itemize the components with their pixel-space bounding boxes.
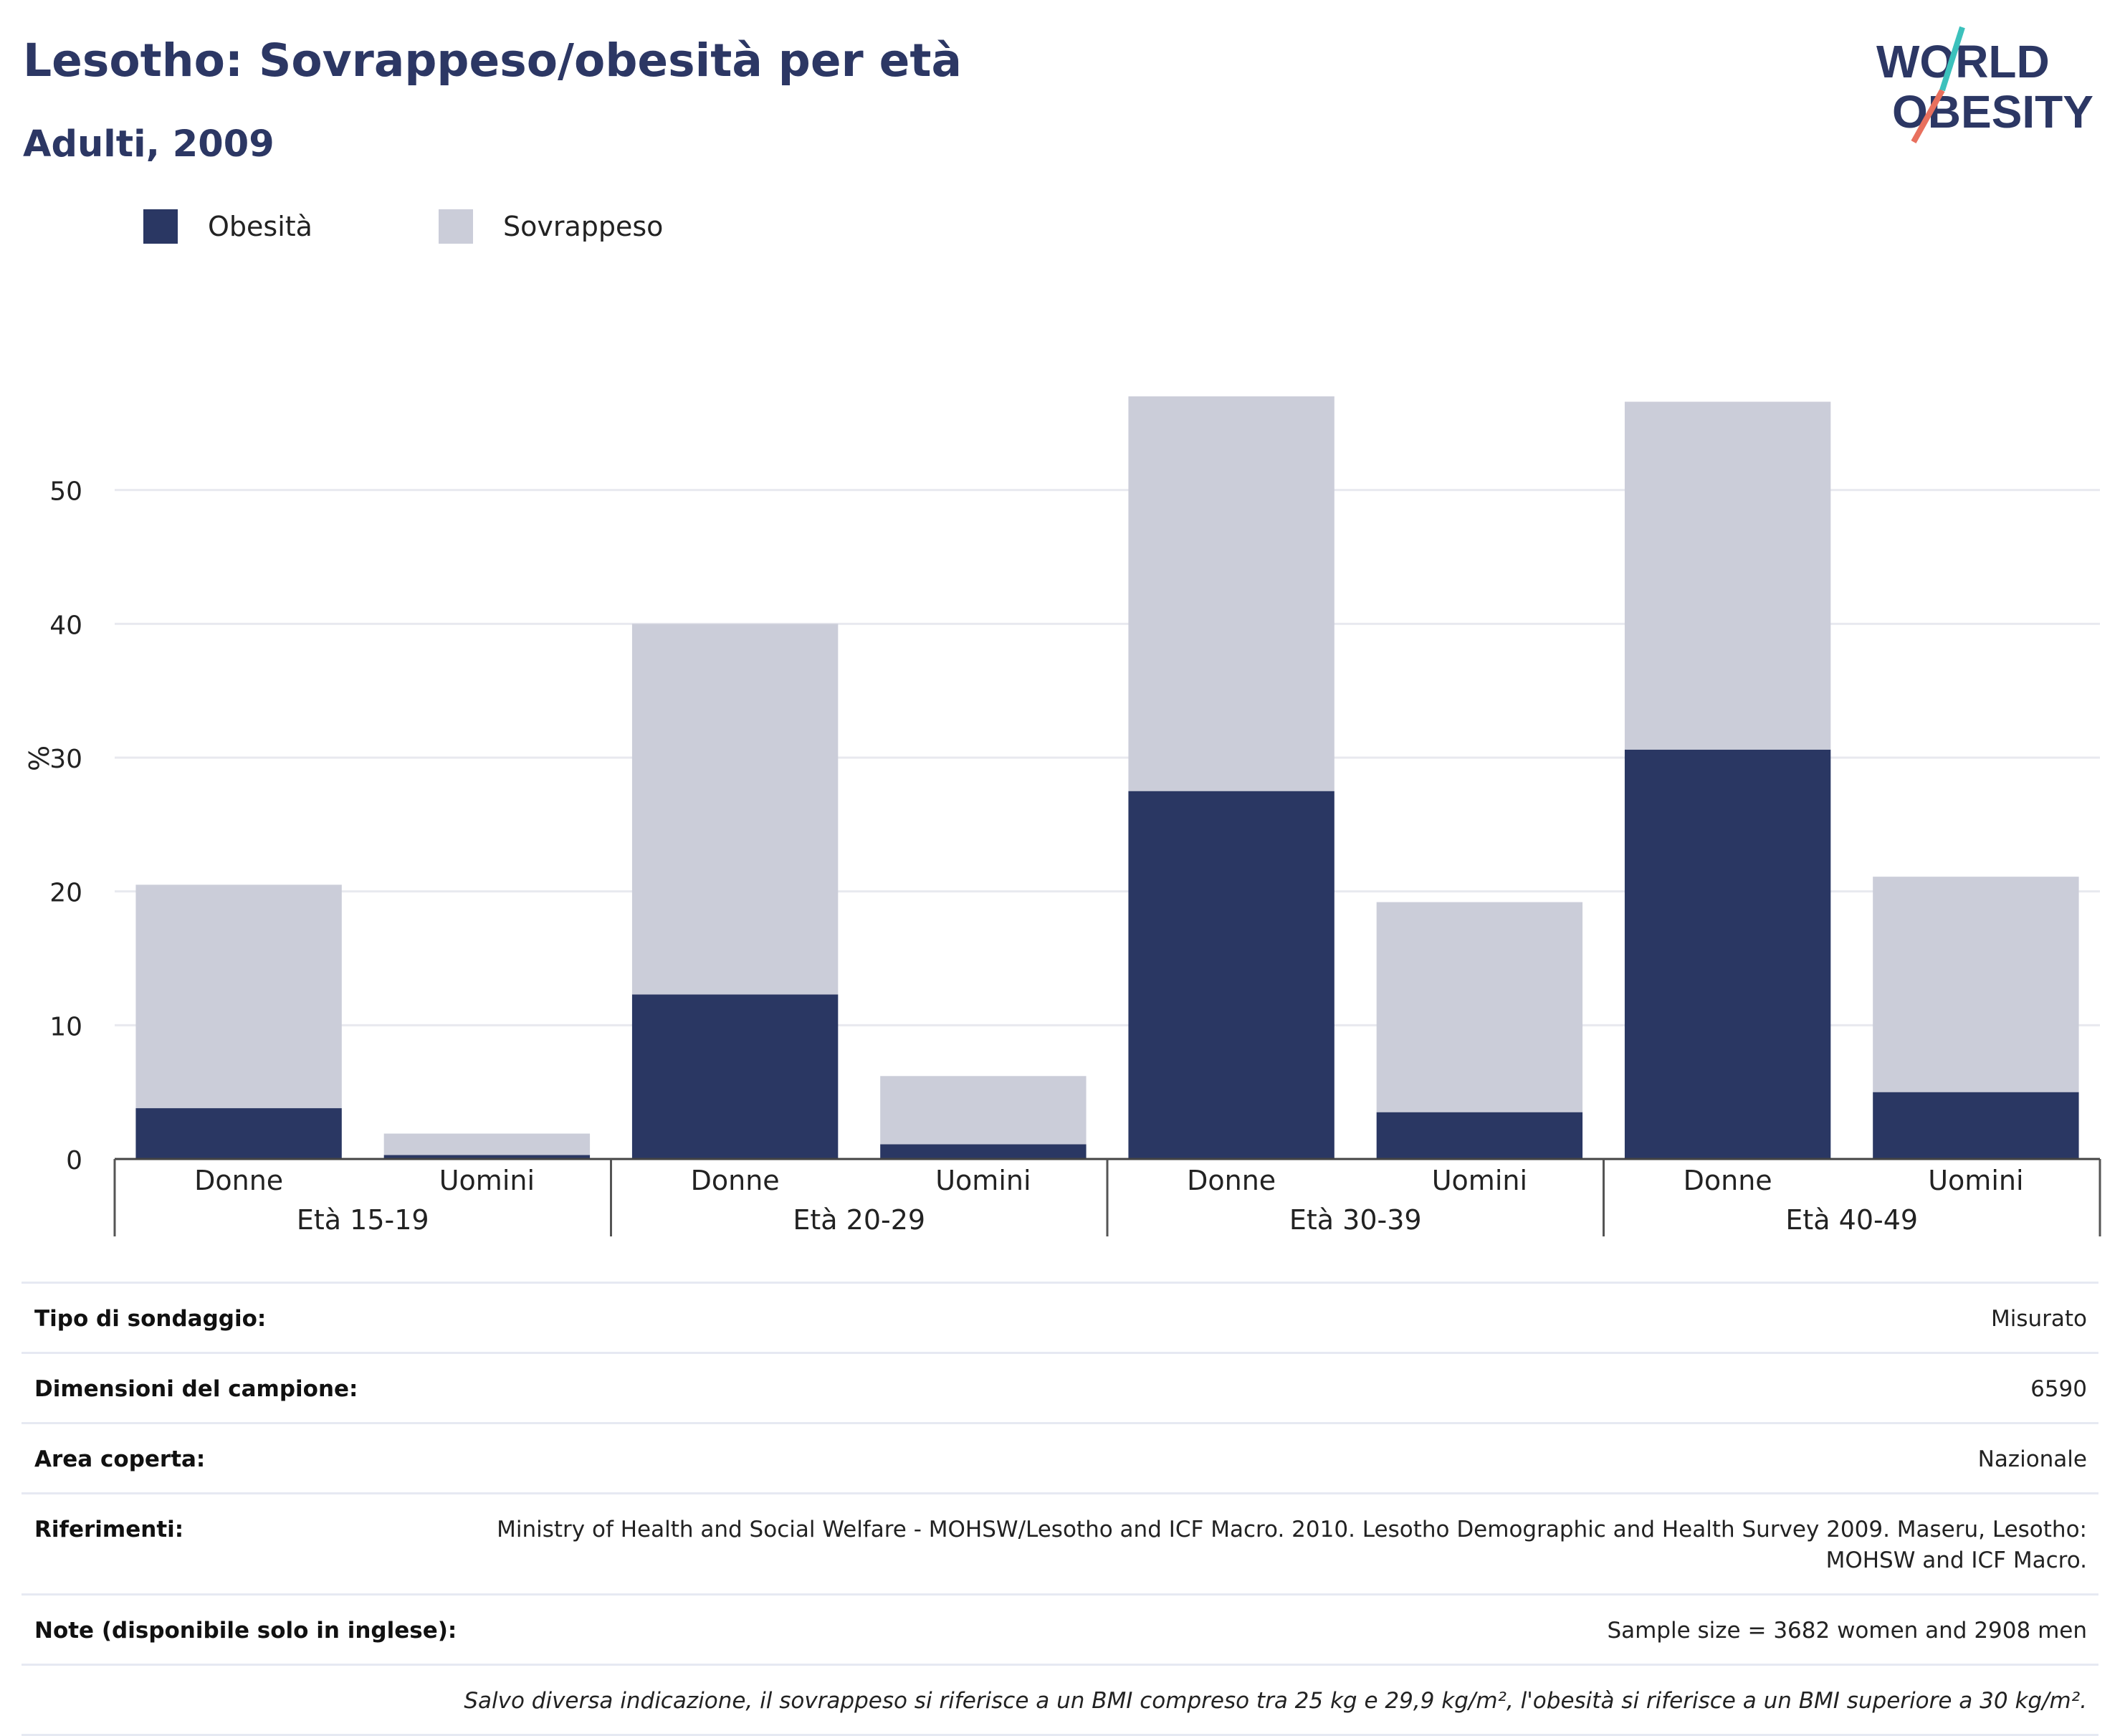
y-tick-label: 10 <box>49 1012 82 1041</box>
info-value: Ministry of Health and Social Welfare - … <box>497 1517 2087 1573</box>
x-tick-label: Donne <box>1684 1165 1772 1196</box>
bar-obesity[interactable] <box>1873 1092 2079 1159</box>
x-tick-label: Donne <box>1187 1165 1276 1196</box>
info-row-references: Riferimenti: Ministry of Health and Soci… <box>22 1492 2098 1593</box>
y-tick-label: 20 <box>49 879 82 908</box>
info-row-notes: Note (disponibile solo in inglese): Samp… <box>22 1593 2098 1664</box>
survey-info-table: Tipo di sondaggio: Misurato Dimensioni d… <box>22 1282 2098 1736</box>
bar-overweight[interactable] <box>383 1133 591 1155</box>
bar-overweight[interactable] <box>135 884 342 1109</box>
logo-line2: OBESITY <box>1892 86 2093 138</box>
info-row-area: Area coperta: Nazionale <box>22 1422 2098 1492</box>
group-label: Età 30-39 <box>1289 1204 1422 1236</box>
legend-item-obesity[interactable]: Obesità <box>143 209 312 244</box>
bar-obesity[interactable] <box>1376 1112 1583 1159</box>
info-value: Misurato <box>1990 1306 2087 1332</box>
bar-overweight[interactable] <box>1128 396 1334 791</box>
bar-obesity[interactable] <box>1128 791 1334 1159</box>
y-tick-label: 30 <box>49 745 82 774</box>
bar-chart: 0 10 20 30 40 50% Donne Uomini Donne Uomini Donne U… <box>24 396 2101 1236</box>
x-tick-label: Uomini <box>439 1165 535 1196</box>
y-tick-label: 0 <box>66 1146 82 1175</box>
info-label: Area coperta: <box>34 1446 206 1472</box>
logo-slash-teal <box>1939 26 1965 92</box>
bar-obesity[interactable] <box>135 1108 342 1159</box>
world-obesity-logo: WORLD OBESITY <box>1876 26 2093 143</box>
bar-obesity[interactable] <box>383 1155 591 1159</box>
y-tick-label: 50 <box>49 477 82 507</box>
info-label: Note (disponibile solo in inglese): <box>34 1618 457 1644</box>
bar-obesity[interactable] <box>1624 749 1831 1159</box>
info-row-survey-type: Tipo di sondaggio: Misurato <box>22 1282 2098 1352</box>
legend-item-overweight[interactable]: Sovrappeso <box>439 209 663 244</box>
legend-swatch-overweight <box>439 209 473 244</box>
info-label: Dimensioni del campione: <box>34 1376 358 1402</box>
x-tick-label: Uomini <box>1432 1165 1527 1196</box>
info-label: Riferimenti: <box>34 1517 184 1542</box>
y-tick-label: 40 <box>49 611 82 640</box>
y-axis-label: % <box>24 745 55 771</box>
legend-label-obesity: Obesità <box>208 211 312 242</box>
chart-title: Lesotho: Sovrappeso/obesità per età <box>23 34 962 87</box>
info-value: Nazionale <box>1977 1446 2087 1472</box>
info-label: Tipo di sondaggio: <box>34 1306 267 1332</box>
footnote-text: Salvo diversa indicazione, il sovrappeso… <box>464 1688 2087 1714</box>
chart-subtitle: Adulti, 2009 <box>23 123 274 166</box>
logo-slash-red <box>1911 89 1945 143</box>
info-value: Sample size = 3682 women and 2908 men <box>1607 1618 2087 1644</box>
legend-label-overweight: Sovrappeso <box>503 211 664 242</box>
bar-overweight[interactable] <box>1624 401 1831 750</box>
bar-overweight[interactable] <box>631 624 839 995</box>
x-tick-label: Uomini <box>935 1165 1031 1196</box>
bar-overweight[interactable] <box>1873 877 2079 1092</box>
group-label: Età 40-49 <box>1785 1204 1918 1236</box>
group-label: Età 20-29 <box>793 1204 925 1236</box>
bar-overweight[interactable] <box>880 1076 1087 1145</box>
legend-swatch-obesity <box>143 209 178 244</box>
info-row-sample-size: Dimensioni del campione: 6590 <box>22 1352 2098 1422</box>
x-tick-label: Uomini <box>1928 1165 2023 1196</box>
logo-line1: WORLD <box>1876 36 2050 87</box>
group-label: Età 15-19 <box>297 1204 429 1236</box>
info-value: 6590 <box>2030 1376 2087 1402</box>
x-tick-label: Donne <box>691 1165 780 1196</box>
bar-obesity[interactable] <box>880 1144 1087 1159</box>
info-row-footnote: Salvo diversa indicazione, il sovrappeso… <box>22 1664 2098 1736</box>
bar-obesity[interactable] <box>631 994 839 1159</box>
x-tick-label: Donne <box>194 1165 283 1196</box>
bar-overweight[interactable] <box>1376 902 1583 1112</box>
